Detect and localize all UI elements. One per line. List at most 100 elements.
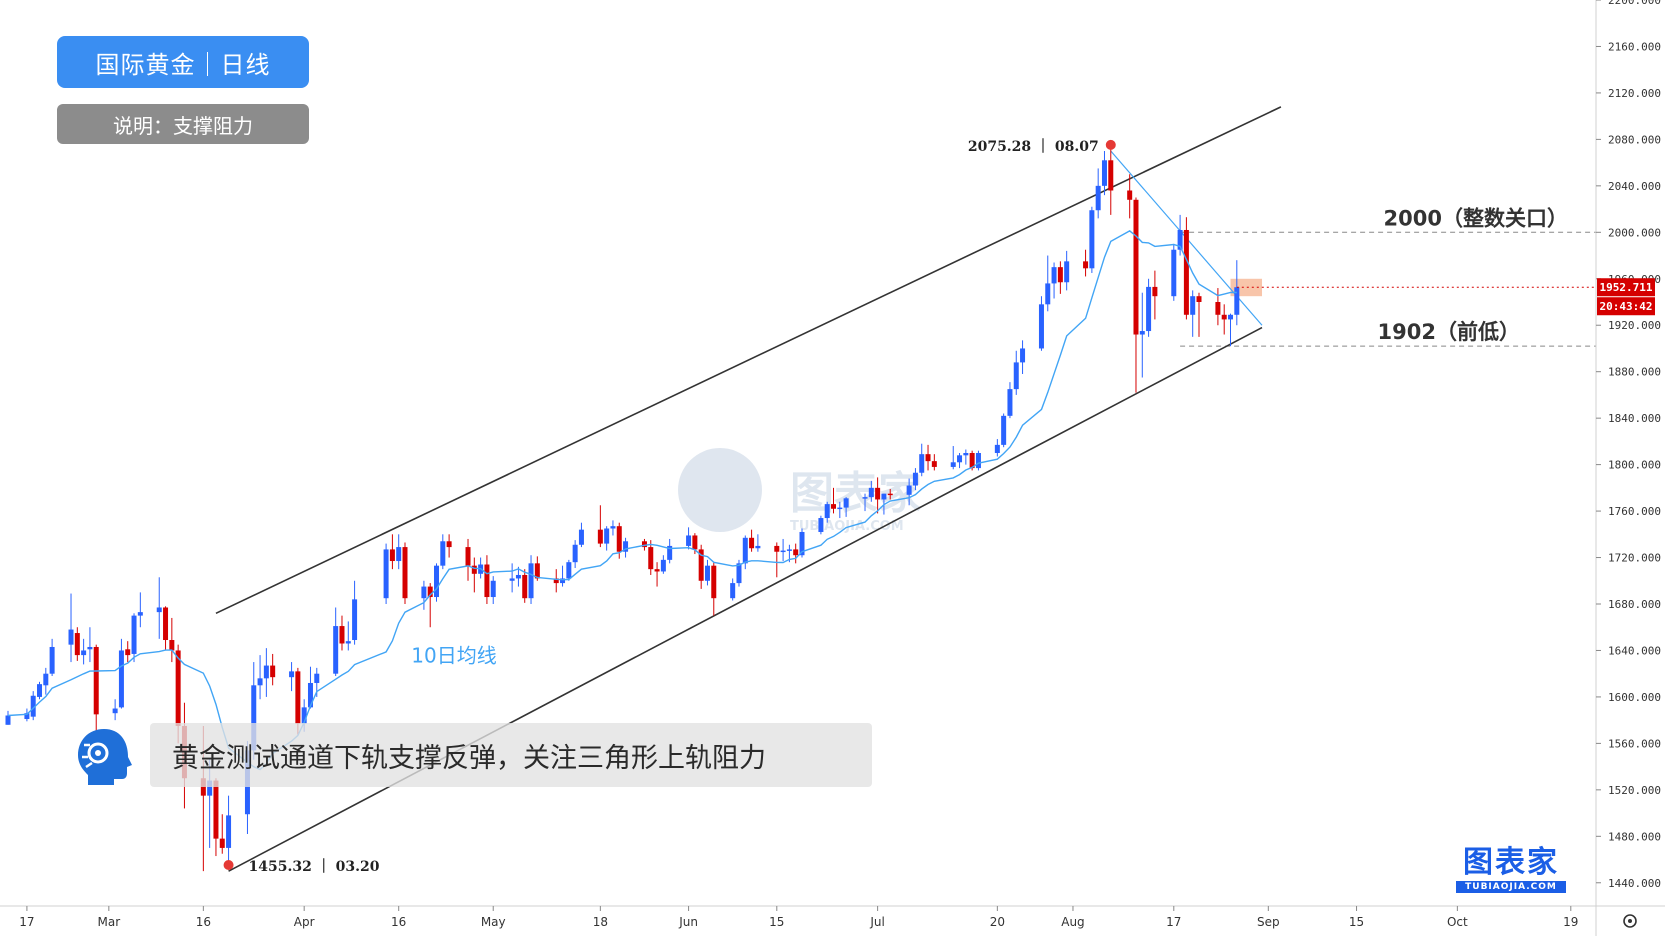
candle-body	[270, 665, 276, 678]
plot-area: 图表家 TUBIAOJIA.COM 2075.28 ｜ 08.07 1455.32…	[5, 106, 1596, 875]
annotations: 2075.28 ｜ 08.07 1455.32 ｜ 03.20 10日均线 2000（…	[223, 138, 1568, 875]
high-point-label: 2075.28 ｜ 08.07	[968, 138, 1099, 155]
chart-note-badge: 说明：支撑阻力	[57, 104, 309, 144]
candle-body	[1013, 362, 1019, 390]
time-tick-label: Oct	[1447, 915, 1468, 929]
candle-body	[1152, 286, 1158, 297]
candle-body	[730, 583, 736, 599]
channel-upper-line	[215, 106, 1282, 615]
candle-body	[799, 531, 805, 556]
time-tick-label: 16	[196, 915, 211, 929]
candle-body	[484, 564, 490, 598]
chart-title-badge: 国际黄金｜日线	[57, 36, 309, 88]
candle-body	[692, 535, 698, 550]
candle-body	[887, 493, 893, 496]
time-tick-label: 19	[1563, 915, 1578, 929]
watermark-name: 图表家	[790, 468, 922, 519]
channel-lower-line	[228, 326, 1263, 872]
candle-body	[49, 646, 55, 674]
candle-body	[383, 549, 389, 599]
candle-body	[251, 685, 257, 751]
candle-body	[43, 673, 49, 686]
candle-body	[1095, 185, 1101, 211]
price-tick-label: 1800.000	[1608, 459, 1661, 472]
candle-body	[950, 462, 956, 467]
candle-body	[1083, 261, 1089, 269]
settings-gear-icon[interactable]	[1623, 914, 1637, 928]
candle-body	[87, 646, 93, 650]
time-tick-label: 17	[19, 915, 34, 929]
countdown-tag	[1597, 297, 1655, 316]
candle-body	[295, 671, 301, 724]
candle-body	[1190, 296, 1196, 315]
time-tick-label: May	[481, 915, 506, 929]
price-tick-label: 2200.000	[1608, 0, 1661, 7]
candle-body	[786, 549, 792, 551]
candle-body	[213, 780, 219, 839]
time-tick-label: 20	[990, 915, 1005, 929]
candle-body	[93, 646, 99, 715]
candle-body	[1020, 348, 1026, 363]
candle-body	[912, 472, 918, 486]
price-tags: 1952.711 20:43:42	[1236, 278, 1655, 316]
brand-domain: TUBIAOJIA.COM	[1456, 881, 1566, 893]
candle-body	[207, 780, 213, 796]
candle-body	[169, 640, 175, 651]
candle-body	[1007, 389, 1013, 416]
candle-body	[175, 650, 181, 726]
candle-body	[1051, 267, 1057, 284]
candle-body	[137, 612, 143, 616]
candle-body	[755, 545, 761, 549]
candle-body	[1221, 314, 1227, 320]
candle-body	[704, 565, 710, 581]
countdown-value: 20:43:42	[1600, 300, 1653, 313]
candle-body	[881, 493, 887, 500]
watermark: 图表家 TUBIAOJIA.COM	[678, 448, 922, 534]
price-tick-label: 1600.000	[1608, 691, 1661, 704]
candle-body	[118, 650, 124, 708]
candle-body	[1183, 229, 1189, 315]
candle-body	[749, 537, 755, 549]
price-tick-label: 2160.000	[1608, 40, 1661, 53]
price-tick-label: 2080.000	[1608, 133, 1661, 146]
candle-body	[572, 544, 578, 563]
candle-body	[610, 526, 616, 529]
candle-body	[1215, 302, 1221, 315]
candle-body	[465, 547, 471, 566]
candle-body	[263, 665, 269, 679]
candle-body	[868, 487, 874, 498]
candle-body	[780, 550, 786, 553]
time-tick-label: 15	[1349, 915, 1364, 929]
candle-body	[257, 678, 263, 686]
candle-body	[333, 626, 339, 674]
time-tick-label: Jun	[678, 915, 698, 929]
candle-body	[301, 707, 307, 724]
candle-body	[1108, 160, 1114, 191]
candle-body	[24, 713, 30, 719]
candle-body	[597, 529, 603, 544]
candle-body	[402, 547, 408, 599]
candle-body	[1139, 331, 1145, 335]
caption-box: 黄金测试通道下轨支撑反弹，关注三角形上轨阻力	[150, 723, 872, 787]
time-tick-label: 15	[769, 915, 784, 929]
candle-body	[667, 545, 673, 560]
candle-body	[440, 541, 446, 566]
candle-body	[471, 565, 477, 574]
caption-text: 黄金测试通道下轨支撑反弹，关注三角形上轨阻力	[172, 742, 766, 774]
candle-body	[648, 547, 654, 570]
candle-body	[68, 629, 74, 645]
candle-body	[1045, 283, 1051, 305]
time-tick-label: Jul	[869, 915, 884, 929]
level-1902-label: 1902（前低）	[1378, 320, 1520, 344]
candle-body	[742, 537, 748, 564]
candle-body	[604, 528, 610, 544]
candle-body	[1234, 287, 1240, 315]
candle-body	[1133, 199, 1139, 335]
time-tick-label: 16	[391, 915, 406, 929]
candle-body	[339, 626, 345, 644]
candle-body	[522, 574, 528, 599]
candle-body	[906, 485, 912, 495]
price-tick-label: 1560.000	[1608, 737, 1661, 750]
ma10-polyline	[7, 230, 1237, 771]
candle-body	[163, 607, 169, 641]
